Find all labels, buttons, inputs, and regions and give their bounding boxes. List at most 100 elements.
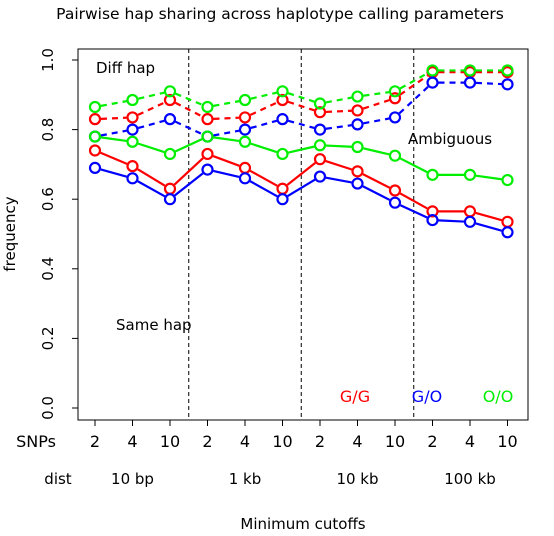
data-point bbox=[276, 85, 289, 98]
data-point bbox=[126, 111, 139, 124]
data-point bbox=[388, 149, 402, 162]
series-line-segment bbox=[137, 101, 166, 116]
data-point bbox=[163, 193, 177, 206]
data-point bbox=[313, 123, 327, 136]
dist-tick-label: 100 kb bbox=[444, 470, 496, 488]
data-point bbox=[501, 64, 514, 77]
region-label-same-hap: Same hap bbox=[116, 316, 192, 334]
series-line-segment bbox=[100, 129, 127, 137]
data-point bbox=[388, 85, 402, 98]
data-point bbox=[351, 104, 364, 117]
dist-row-label: dist bbox=[44, 470, 72, 488]
data-point bbox=[426, 168, 439, 181]
data-point bbox=[163, 85, 177, 98]
data-point bbox=[388, 92, 402, 105]
data-point bbox=[238, 123, 252, 136]
series-line-segment bbox=[249, 169, 278, 187]
series-line-segment bbox=[399, 74, 429, 96]
data-point bbox=[313, 170, 327, 183]
series-line-segment bbox=[100, 136, 127, 143]
plot-frame bbox=[77, 48, 529, 421]
x-axis-label: Minimum cutoffs bbox=[240, 515, 365, 533]
series-line-segment bbox=[325, 96, 352, 104]
series-line-segment bbox=[399, 204, 428, 219]
data-point bbox=[351, 118, 364, 131]
series-line-segment bbox=[399, 192, 428, 210]
data-point bbox=[501, 78, 514, 91]
dist-tick-label: 1 kb bbox=[229, 470, 262, 488]
series-line-segment bbox=[250, 142, 278, 154]
series-line-segment bbox=[212, 155, 240, 167]
dist-tick-labels: 10 bp 1 kb 10 kb 100 kb bbox=[111, 470, 496, 488]
series-line-segment bbox=[363, 91, 390, 97]
series-line-segment bbox=[399, 72, 428, 90]
snp-tick-label: 10 bbox=[497, 432, 517, 451]
data-point bbox=[276, 93, 289, 107]
series-line-segment bbox=[213, 129, 240, 137]
series-line-segment bbox=[173, 157, 204, 186]
series-line-segment bbox=[362, 99, 390, 110]
series-diff-hap-oo bbox=[88, 64, 514, 114]
data-point bbox=[463, 205, 477, 218]
data-point bbox=[201, 163, 214, 176]
data-point bbox=[238, 161, 252, 174]
series-line-segment bbox=[362, 185, 391, 201]
data-point bbox=[501, 173, 514, 187]
data-point bbox=[501, 215, 514, 228]
data-point bbox=[501, 226, 514, 239]
data-point bbox=[238, 111, 252, 124]
legend-item: O/O bbox=[483, 387, 514, 406]
series-line-segment bbox=[287, 178, 316, 198]
data-point bbox=[201, 130, 214, 143]
y-tick-label: 1.0 bbox=[39, 48, 57, 72]
dist-tick-label: 10 bp bbox=[111, 470, 154, 488]
y-tick-label: 0.8 bbox=[39, 118, 57, 142]
series-line-segment bbox=[363, 117, 390, 125]
chart-title: Pairwise hap sharing across haplotype ca… bbox=[56, 5, 504, 23]
data-point bbox=[276, 147, 289, 161]
data-point bbox=[426, 76, 439, 89]
series-line-segment bbox=[213, 100, 240, 107]
snp-tick-label: 10 bbox=[160, 432, 180, 451]
series-line-segment bbox=[325, 109, 352, 114]
series-line-segment bbox=[137, 168, 166, 187]
series-line-segment bbox=[475, 174, 502, 181]
series-line-segment bbox=[175, 92, 203, 106]
dist-tick-label: 10 kb bbox=[336, 470, 378, 488]
y-tick-label: 0.2 bbox=[39, 326, 57, 350]
series-line-segment bbox=[325, 124, 352, 130]
data-point bbox=[351, 90, 364, 103]
series-line-segment bbox=[249, 180, 278, 198]
data-point bbox=[276, 113, 289, 126]
data-point bbox=[201, 113, 214, 126]
data-point bbox=[126, 172, 139, 185]
series-line-segment bbox=[100, 151, 128, 165]
series-line-segment bbox=[100, 168, 128, 178]
data-point bbox=[388, 184, 402, 197]
series-line-segment bbox=[399, 157, 428, 174]
series-line-segment bbox=[213, 136, 240, 143]
snp-tick-labels: 2 4 10 2 4 10 2 4 10 2 4 10 bbox=[90, 420, 518, 451]
data-point bbox=[126, 135, 139, 148]
data-point bbox=[238, 93, 252, 107]
series-line-segment bbox=[475, 211, 503, 222]
data-point bbox=[463, 64, 477, 77]
series-line-segment bbox=[174, 138, 203, 153]
data-point bbox=[313, 153, 327, 166]
series-line-segment bbox=[250, 91, 277, 100]
series-line-segment bbox=[475, 81, 502, 86]
data-point bbox=[388, 196, 402, 209]
series-line-segment bbox=[213, 116, 240, 120]
data-point bbox=[276, 182, 289, 195]
snp-tick-label: 4 bbox=[240, 432, 250, 451]
snp-tick-label: 2 bbox=[90, 432, 100, 451]
y-axis-label: frequency bbox=[1, 196, 19, 271]
data-point bbox=[238, 172, 252, 185]
data-point bbox=[201, 100, 214, 114]
snp-tick-label: 10 bbox=[272, 432, 292, 451]
series-line-segment bbox=[137, 142, 165, 154]
data-point bbox=[163, 93, 177, 107]
data-point bbox=[313, 97, 327, 110]
snps-row-label: SNPs bbox=[16, 432, 56, 451]
